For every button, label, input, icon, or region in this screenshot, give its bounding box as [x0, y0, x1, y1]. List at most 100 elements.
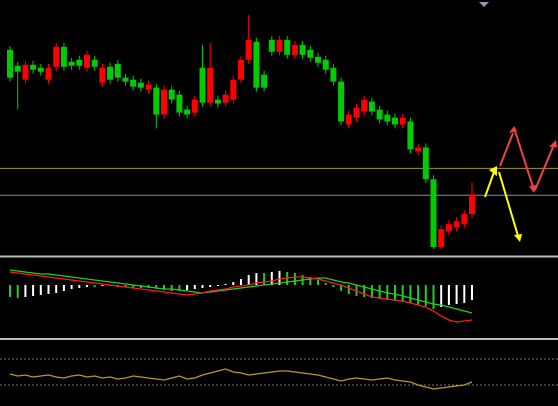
- arrow: [499, 132, 514, 167]
- arrow: [498, 171, 519, 237]
- histogram-bar: [347, 285, 350, 294]
- candle-body: [284, 39, 291, 55]
- histogram-bar: [70, 285, 73, 289]
- histogram-bar: [278, 271, 281, 285]
- histogram-bar: [232, 282, 235, 285]
- histogram-bar: [394, 285, 396, 301]
- histogram-bar: [186, 285, 189, 290]
- candle-body: [76, 59, 83, 66]
- candle-body: [445, 224, 452, 232]
- series-line: [9, 271, 473, 323]
- histogram-bar: [447, 285, 450, 305]
- candle-body: [53, 46, 60, 67]
- histogram-bar: [155, 285, 158, 289]
- candle-body: [330, 67, 337, 82]
- histogram-bar: [378, 285, 381, 299]
- histogram-bar: [363, 285, 366, 297]
- candle-body: [268, 39, 275, 52]
- histogram-bar: [93, 285, 96, 287]
- candle-body: [384, 114, 391, 122]
- candle-body: [30, 64, 37, 70]
- histogram-bar: [324, 283, 327, 285]
- histogram-bar: [55, 285, 58, 293]
- histogram-bar: [471, 285, 473, 300]
- histogram-bar: [332, 285, 335, 287]
- histogram-bar: [455, 285, 458, 304]
- arrow-head: [514, 234, 522, 242]
- candle-body: [199, 67, 206, 103]
- candle-body: [114, 63, 121, 78]
- histogram-bar: [86, 285, 88, 287]
- histogram-bar: [170, 285, 173, 291]
- histogram-bar: [163, 285, 165, 290]
- histogram-bar: [78, 285, 81, 288]
- histogram-bar: [370, 285, 373, 298]
- candle-body: [37, 67, 44, 72]
- candle-body: [461, 214, 468, 225]
- candle-body: [45, 67, 52, 80]
- candle-body: [299, 44, 306, 55]
- histogram-bar: [255, 273, 258, 285]
- histogram-bar: [24, 285, 27, 297]
- marks: [0, 14, 558, 390]
- candle-body: [399, 117, 406, 125]
- histogram-bar: [247, 275, 250, 285]
- candle-body: [245, 39, 252, 60]
- arrow: [534, 146, 554, 191]
- candle-body: [338, 81, 345, 122]
- candle-body: [322, 59, 329, 70]
- histogram-bar: [32, 285, 35, 296]
- histogram-bar: [216, 285, 219, 286]
- candle-body: [137, 82, 144, 88]
- candle-body: [184, 109, 191, 115]
- candle-body: [7, 49, 13, 78]
- histogram-bar: [47, 285, 50, 294]
- histogram-bar: [178, 285, 181, 291]
- histogram-bar: [101, 285, 104, 286]
- arrow-head: [549, 140, 557, 147]
- candle-body: [168, 89, 175, 100]
- candle-body: [345, 114, 352, 125]
- candle-body: [22, 64, 29, 80]
- candle-body: [84, 54, 90, 68]
- scroll-marker: [479, 2, 489, 7]
- histogram-bar: [409, 285, 412, 303]
- candle-body: [376, 109, 383, 120]
- candle-body: [438, 229, 445, 248]
- histogram-bar: [401, 285, 404, 302]
- candle-body: [230, 79, 237, 100]
- candle-body: [91, 59, 98, 67]
- histogram-bar: [209, 285, 212, 287]
- candle-body: [415, 147, 422, 152]
- histogram-bar: [440, 285, 443, 307]
- candle-body: [145, 84, 152, 90]
- candle-body: [469, 194, 475, 215]
- candle-body: [276, 39, 283, 52]
- candle-body: [291, 44, 298, 55]
- arrow: [514, 130, 534, 188]
- candle-body: [407, 121, 414, 150]
- arrow: [484, 171, 495, 198]
- histogram-bar: [62, 285, 65, 291]
- histogram-bar: [132, 285, 135, 288]
- candle-body: [191, 99, 198, 113]
- histogram-bar: [201, 285, 204, 288]
- candle-body: [214, 99, 221, 104]
- candle-body: [176, 94, 183, 113]
- histogram-bar: [224, 284, 227, 285]
- candle-body: [60, 46, 67, 67]
- histogram-bar: [417, 285, 420, 305]
- candle-body: [222, 94, 229, 103]
- histogram-bar: [432, 285, 435, 309]
- histogram-bar: [293, 273, 296, 285]
- candle-body: [153, 87, 160, 115]
- candle-body: [261, 74, 268, 88]
- candle-body: [392, 117, 398, 125]
- histogram-bar: [340, 285, 343, 291]
- candle-body: [161, 89, 167, 115]
- series-line: [9, 269, 473, 314]
- candle-body: [315, 56, 321, 63]
- candle-body: [453, 221, 460, 228]
- histogram-bar: [424, 285, 427, 306]
